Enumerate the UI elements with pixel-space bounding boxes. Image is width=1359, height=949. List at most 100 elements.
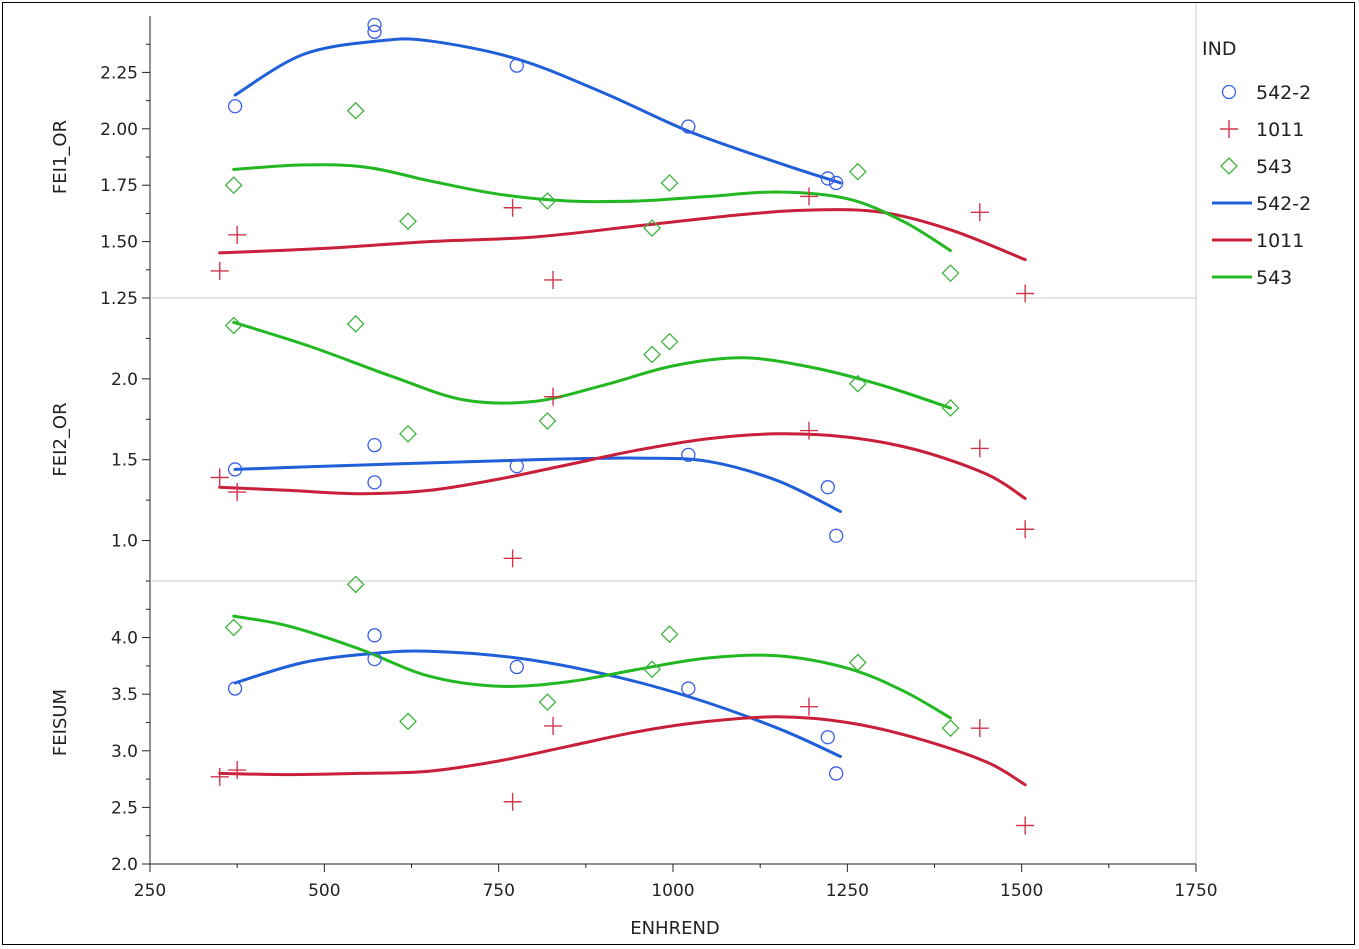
data-point-1011 <box>228 225 247 244</box>
y-axis-title: FEI2_OR <box>50 402 71 476</box>
data-point-1011 <box>970 439 989 458</box>
data-point-542-2 <box>367 17 382 33</box>
y-tick-label: 2.5 <box>111 798 138 818</box>
y-tick-label: 1.5 <box>111 451 138 471</box>
data-point-542-2 <box>367 24 382 39</box>
data-point-1011 <box>970 203 989 222</box>
y-tick-label: 2.0 <box>111 855 138 875</box>
data-point-543 <box>848 162 867 181</box>
y-axis-title: FEISUM <box>50 689 71 756</box>
data-point-1011 <box>210 767 229 786</box>
data-point-1011 <box>970 719 989 738</box>
legend-swatch-circle <box>1221 84 1237 100</box>
fit-line-542-2 <box>233 456 842 513</box>
data-point-543 <box>643 219 661 237</box>
y-tick-label: 1.50 <box>100 233 138 253</box>
legend-entry-542-2-line: 542-2 <box>1212 193 1311 215</box>
data-point-1011 <box>1016 284 1035 303</box>
data-point-542-2 <box>509 659 524 675</box>
data-point-1011 <box>544 270 563 289</box>
fit-line-543 <box>232 614 952 720</box>
legend-entry-1011-marker: 1011 <box>1220 119 1304 141</box>
data-point-542-2 <box>820 730 835 745</box>
data-point-1011 <box>228 761 247 780</box>
data-point-543 <box>399 424 417 443</box>
data-point-1011 <box>544 716 563 735</box>
fit-line-543 <box>232 320 952 410</box>
legend-swatch-diamond <box>1220 157 1238 175</box>
data-point-542-2 <box>509 58 524 73</box>
data-point-542-2 <box>820 171 835 186</box>
legend-label: 1011 <box>1256 119 1304 141</box>
data-point-1011 <box>1016 816 1035 835</box>
data-point-543 <box>224 316 243 335</box>
panel-fei1-or: 1.25 1.50 1.75 2.00 2.25 FEI1_OR <box>50 17 1035 309</box>
legend-swatch-plus <box>1220 120 1238 138</box>
data-point-1011 <box>799 697 818 716</box>
data-point-1011 <box>228 483 247 502</box>
data-point-542-2 <box>367 475 382 490</box>
data-point-543 <box>941 719 960 738</box>
x-tick-label: 1500 <box>1000 881 1043 901</box>
data-point-543 <box>660 174 679 192</box>
data-point-543 <box>538 192 557 210</box>
plot-panels: 1.25 1.50 1.75 2.00 2.25 FEI1_OR 1.0 1.5 2.0 FEI2… <box>50 4 1197 875</box>
fit-line-1011 <box>218 432 1027 500</box>
data-point-1011 <box>210 468 229 487</box>
x-tick-label: 250 <box>134 881 166 901</box>
y-tick-label: 1.0 <box>111 532 138 552</box>
data-point-543 <box>224 176 243 195</box>
data-point-542-2 <box>681 447 696 463</box>
data-point-1011 <box>1016 520 1035 539</box>
y-axis-title: FEI1_OR <box>50 120 71 194</box>
legend-label: 542-2 <box>1256 82 1311 104</box>
x-tick-label: 750 <box>482 881 514 901</box>
data-point-542-2 <box>367 651 382 667</box>
data-point-543 <box>848 374 867 393</box>
data-point-542-2 <box>820 480 835 495</box>
legend-label: 543 <box>1256 267 1292 289</box>
data-point-542-2 <box>681 681 696 696</box>
data-point-543 <box>660 625 679 644</box>
fit-line-542-2 <box>233 37 842 185</box>
data-point-543 <box>224 618 243 637</box>
data-point-542-2 <box>227 681 243 696</box>
data-point-543 <box>399 212 417 231</box>
legend-entry-543-line: 543 <box>1212 267 1292 289</box>
y-tick-label: 3.5 <box>111 685 138 705</box>
y-tick-label: 3.0 <box>111 742 138 762</box>
y-tick-label: 2.25 <box>100 63 138 83</box>
data-point-542-2 <box>367 628 382 643</box>
x-tick-label: 1750 <box>1174 881 1217 901</box>
data-point-543 <box>346 314 365 333</box>
x-tick-label: 1250 <box>826 881 869 901</box>
data-point-543 <box>848 653 867 672</box>
legend-title: IND <box>1202 38 1236 60</box>
fit-line-543 <box>232 163 952 253</box>
legend: IND 542-2 1011 543 542-2 1011 543 <box>1202 38 1311 289</box>
x-axis-title: ENHREND <box>630 918 720 939</box>
data-point-542-2 <box>829 175 844 191</box>
data-point-543 <box>941 264 960 283</box>
panel-fei2-or: 1.0 1.5 2.0 FEI2_OR <box>50 314 1035 582</box>
data-point-543 <box>346 101 365 120</box>
data-point-1011 <box>503 549 522 568</box>
legend-entry-1011-line: 1011 <box>1212 230 1304 252</box>
legend-label: 543 <box>1256 156 1292 178</box>
data-point-542-2 <box>681 119 696 134</box>
legend-label: 1011 <box>1256 230 1304 252</box>
data-point-1011 <box>210 261 229 280</box>
fit-line-542-2 <box>233 649 842 758</box>
data-point-542-2 <box>829 528 844 543</box>
panel-feisum: 2.0 2.5 3.0 3.5 4.0 FEISUM <box>50 575 1035 875</box>
legend-label: 542-2 <box>1256 193 1311 215</box>
data-point-543 <box>538 411 557 430</box>
data-point-543 <box>660 332 679 351</box>
x-axis: 250 500 750 1000 1250 1500 1750 ENHREND <box>134 863 1218 939</box>
data-point-543 <box>643 345 661 364</box>
data-point-542-2 <box>829 766 844 781</box>
data-point-542-2 <box>227 99 243 114</box>
fit-line-1011 <box>218 208 1027 262</box>
